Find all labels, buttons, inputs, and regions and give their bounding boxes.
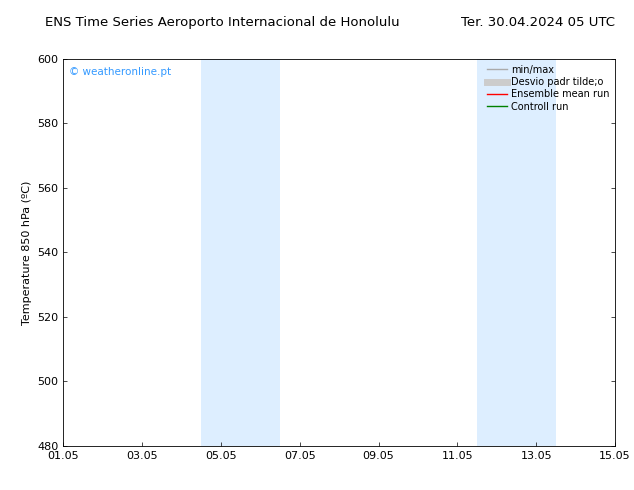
Text: ENS Time Series Aeroporto Internacional de Honolulu: ENS Time Series Aeroporto Internacional … bbox=[44, 16, 399, 28]
Bar bbox=[202, 59, 280, 446]
Legend: min/max, Desvio padr tilde;o, Ensemble mean run, Controll run: min/max, Desvio padr tilde;o, Ensemble m… bbox=[483, 61, 613, 116]
Text: © weatheronline.pt: © weatheronline.pt bbox=[69, 67, 171, 76]
Bar bbox=[477, 59, 556, 446]
Text: Ter. 30.04.2024 05 UTC: Ter. 30.04.2024 05 UTC bbox=[461, 16, 615, 28]
Y-axis label: Temperature 850 hPa (ºC): Temperature 850 hPa (ºC) bbox=[22, 180, 32, 324]
